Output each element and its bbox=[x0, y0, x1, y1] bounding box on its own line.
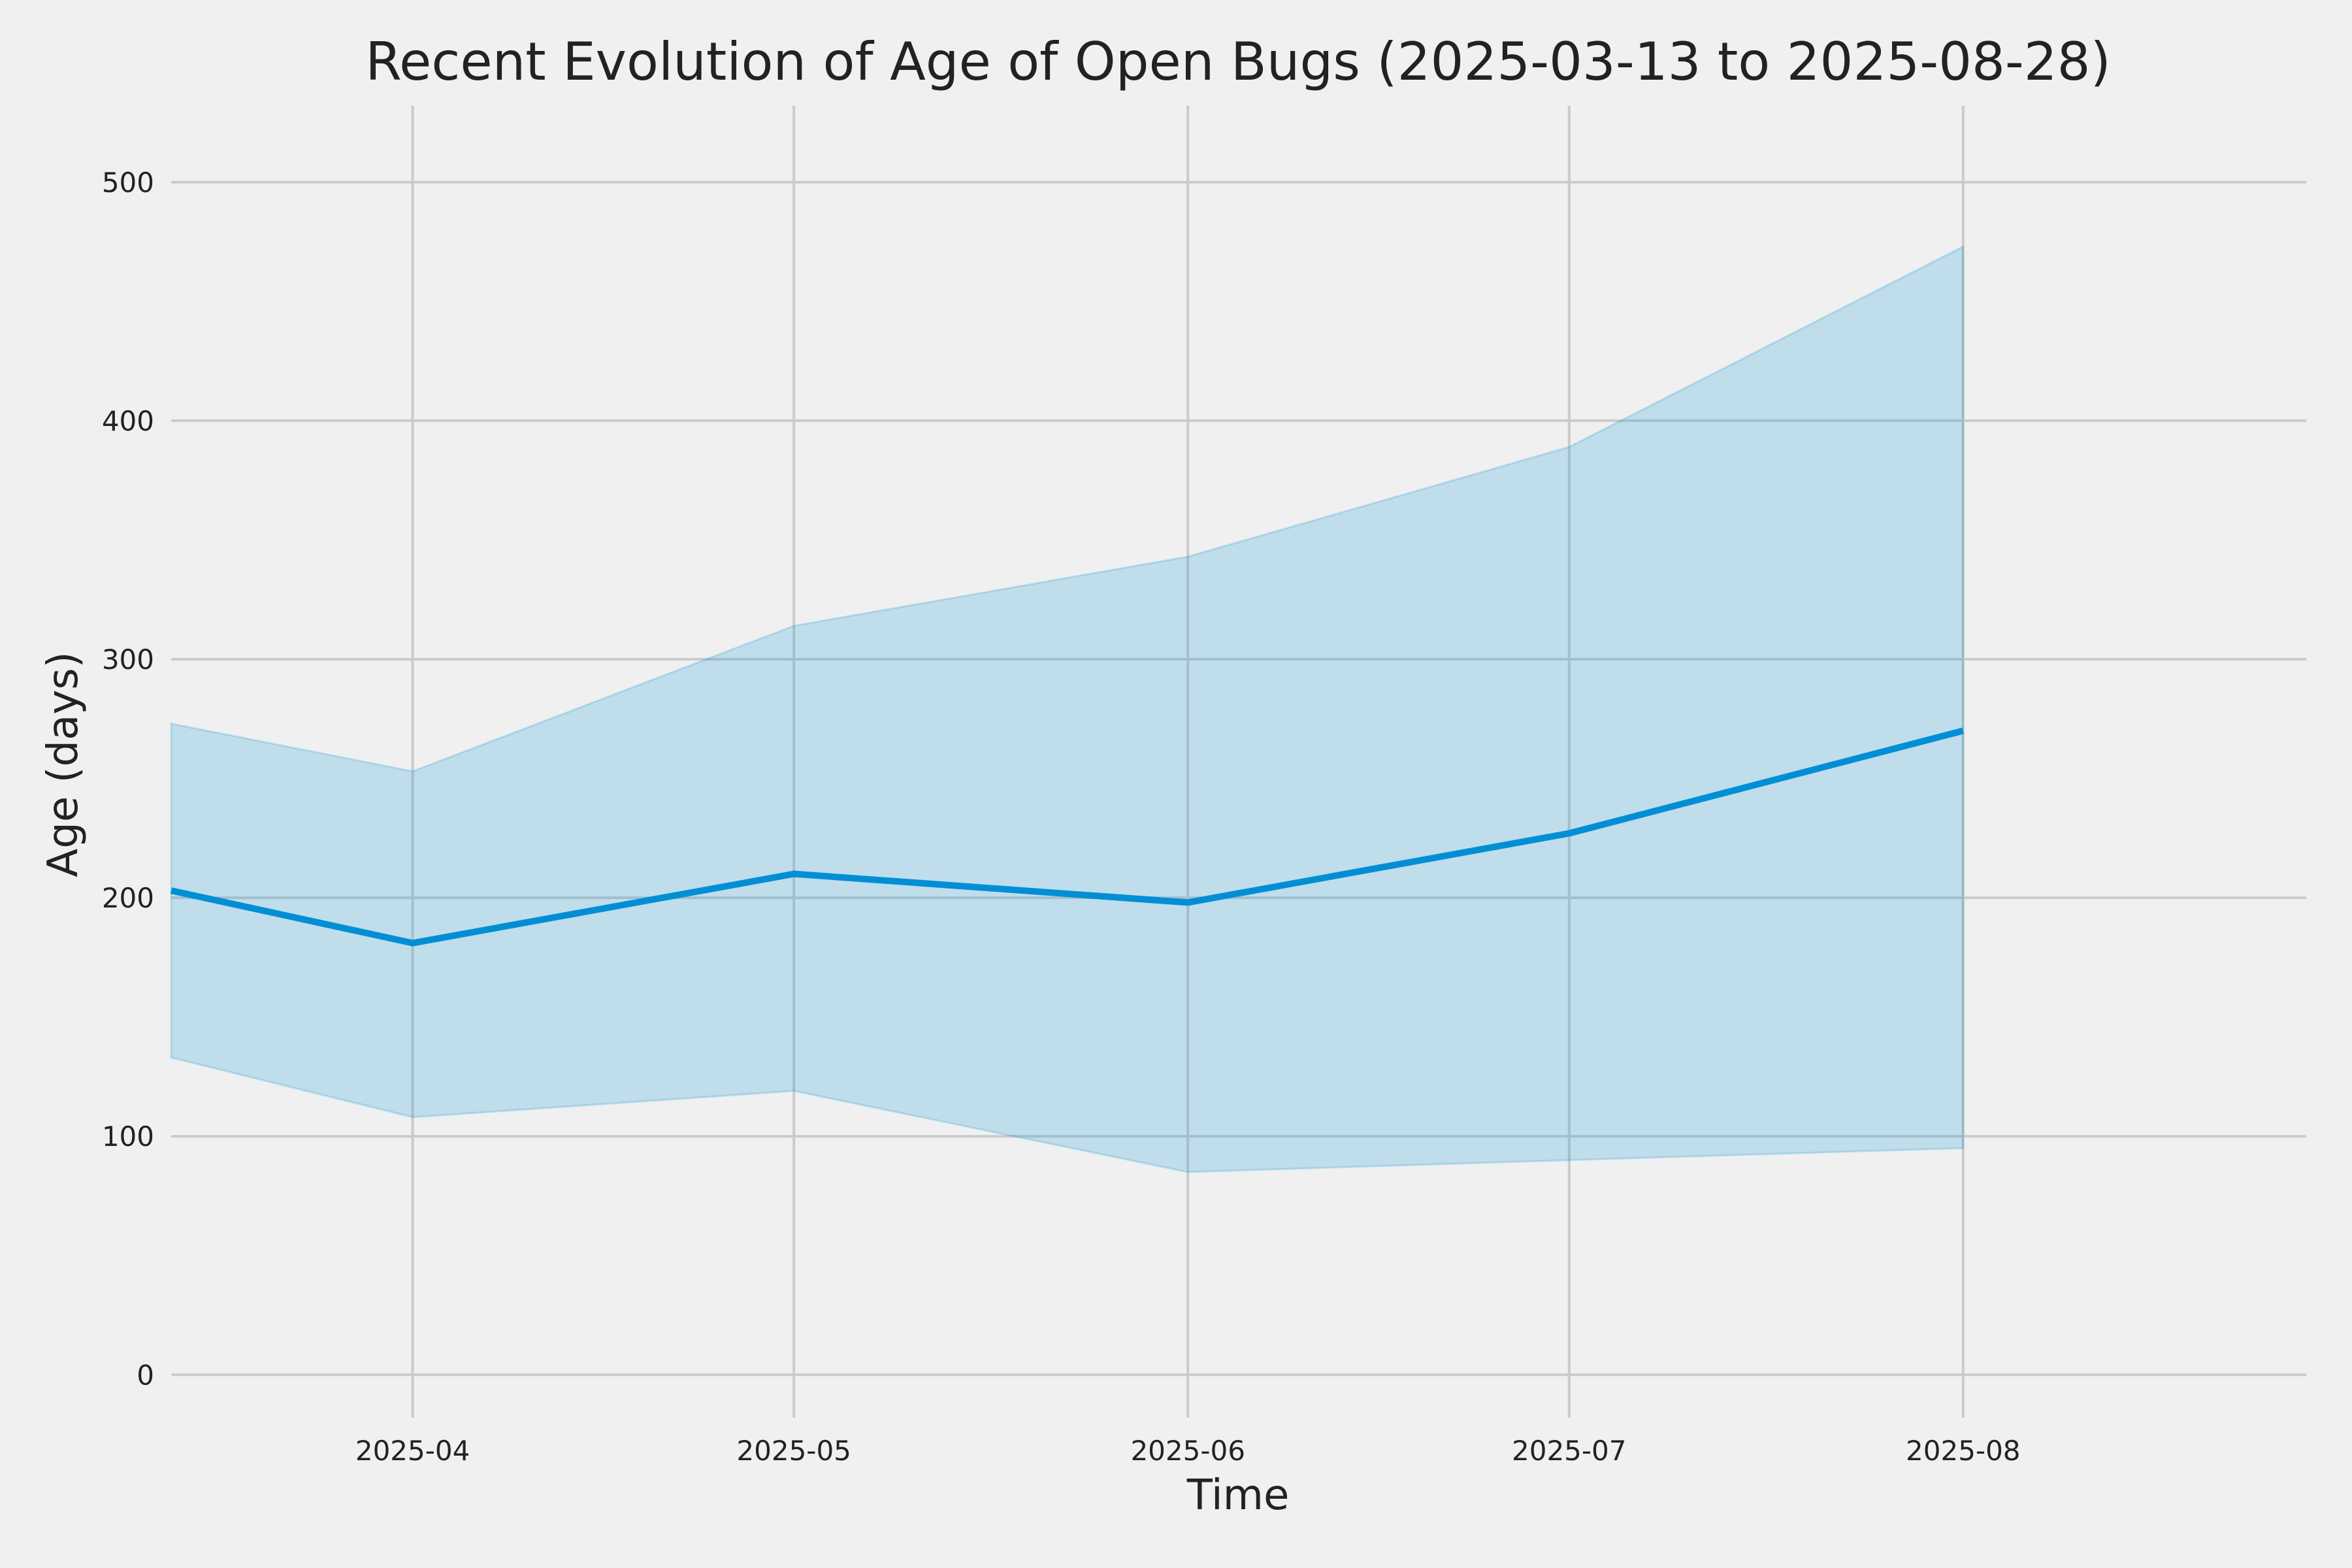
x-tick-label: 2025-08 bbox=[1906, 1435, 2021, 1467]
y-tick-label: 300 bbox=[102, 644, 154, 676]
y-axis-label: Age (days) bbox=[39, 651, 88, 877]
y-tick-label: 400 bbox=[102, 405, 154, 437]
y-tick-labels: 0 100 200 300 400 500 bbox=[102, 167, 154, 1391]
y-tick-label: 200 bbox=[102, 882, 154, 914]
age-range-band bbox=[170, 244, 1965, 1173]
series-line bbox=[170, 727, 1965, 947]
x-tick-label: 2025-04 bbox=[355, 1435, 470, 1467]
x-tick-label: 2025-05 bbox=[736, 1435, 851, 1467]
y-tick-label: 500 bbox=[102, 167, 154, 199]
x-tick-label: 2025-06 bbox=[1130, 1435, 1245, 1467]
y-tick-label: 0 bbox=[137, 1359, 154, 1391]
grid bbox=[171, 106, 2306, 1418]
x-tick-labels: 2025-04 2025-05 2025-06 2025-07 2025-08 bbox=[355, 1435, 2021, 1467]
x-axis-label: Time bbox=[1186, 1471, 1290, 1520]
y-tick-label: 100 bbox=[102, 1120, 154, 1152]
x-tick-label: 2025-07 bbox=[1512, 1435, 1627, 1467]
chart-title: Recent Evolution of Age of Open Bugs (20… bbox=[365, 31, 2111, 92]
